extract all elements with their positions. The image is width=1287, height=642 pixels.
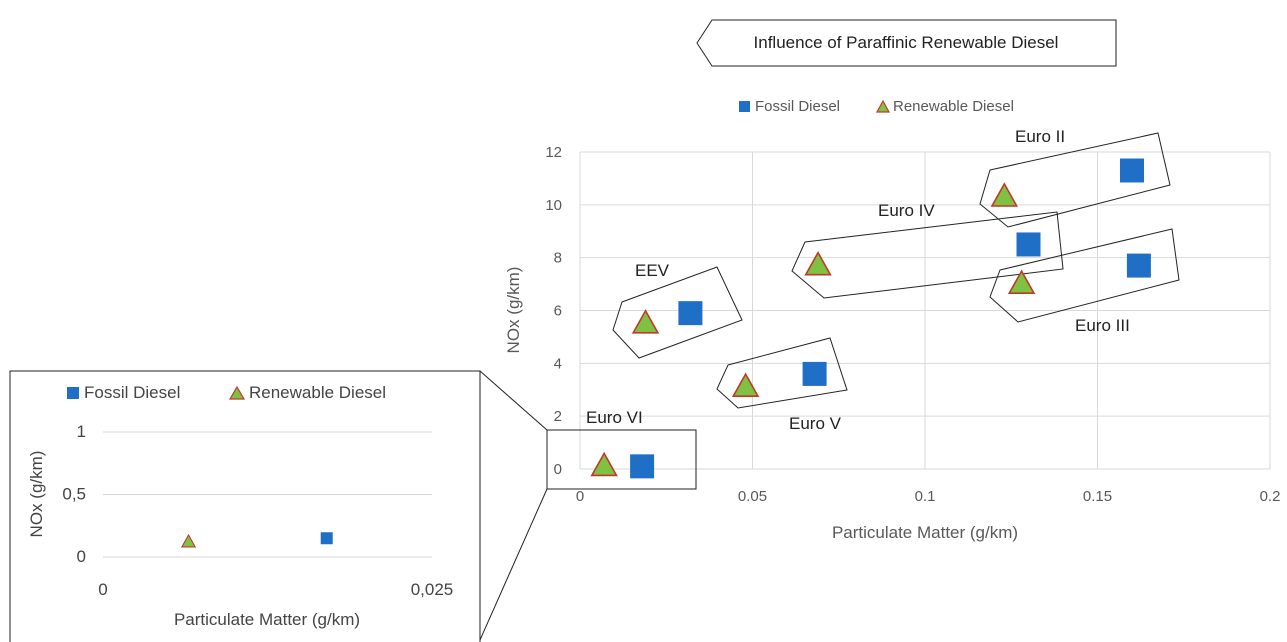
euro-vi-label: Euro VI — [586, 408, 643, 427]
fossil-diesel-point — [320, 532, 333, 545]
y-tick-label: 0 — [77, 547, 86, 566]
y-tick-label: 8 — [554, 250, 562, 267]
y-tick-label: 6 — [554, 303, 562, 320]
main-y-axis-title: NOx (g/km) — [504, 267, 523, 354]
euro-v-outline — [716, 337, 848, 409]
y-tick-label: 0,5 — [62, 485, 86, 504]
title-callout: Influence of Paraffinic Renewable Diesel — [696, 19, 1117, 67]
group-outlines — [546, 132, 1180, 490]
title-callout-shape — [696, 19, 1117, 67]
inset-legend: Fossil Diesel Renewable Diesel — [67, 383, 386, 402]
euro-iii-outline — [989, 228, 1180, 323]
y-tick-label: 1 — [77, 422, 86, 441]
main-data-points — [590, 158, 1151, 479]
euro-iv-label: Euro IV — [878, 201, 935, 220]
y-tick-label: 0 — [554, 461, 562, 478]
inset-gridlines — [103, 431, 432, 558]
y-tick-label: 2 — [554, 408, 562, 425]
x-tick-label: 0,025 — [411, 580, 454, 599]
euro-iv-outline — [791, 211, 1064, 299]
fossil-diesel-point — [802, 361, 827, 386]
inset-data-points — [180, 532, 333, 548]
inset-x-tick-labels: 0 0,025 — [98, 580, 453, 599]
eev-outline — [612, 266, 743, 359]
inset-legend-fossil-label: Fossil Diesel — [84, 383, 180, 402]
euro-v-label: Euro V — [789, 414, 842, 433]
legend-fossil-label: Fossil Diesel — [755, 98, 840, 115]
renewable-diesel-point — [180, 533, 197, 548]
y-tick-label: 10 — [545, 197, 562, 214]
main-x-tick-labels: 0 0.05 0.1 0.15 0.2 — [576, 488, 1281, 505]
euro-ii-label: Euro II — [1015, 127, 1065, 146]
fossil-diesel-point — [1120, 158, 1144, 183]
legend-renewable-label: Renewable Diesel — [893, 98, 1014, 115]
fossil-diesel-point — [630, 454, 655, 479]
zoom-connector-bottom — [479, 488, 548, 641]
euro-vi-outline — [546, 429, 697, 490]
y-tick-label: 12 — [545, 144, 562, 161]
fossil-diesel-point — [1016, 232, 1041, 257]
inset-y-axis-title: NOx (g/km) — [27, 451, 46, 538]
renewable-diesel-point — [1007, 269, 1036, 294]
fossil-diesel-point — [1126, 253, 1151, 278]
x-tick-label: 0.2 — [1260, 488, 1281, 505]
main-chart: 0 0.05 0.1 0.15 0.2 0 2 4 6 8 10 12 Fossil Diesel … — [504, 98, 1280, 542]
eev-label: EEV — [635, 261, 670, 280]
inset-legend-triangle-marker — [228, 385, 246, 400]
main-gridlines — [579, 151, 1271, 470]
main-legend: Fossil Diesel Renewable Diesel — [739, 98, 1014, 115]
renewable-diesel-point — [804, 250, 832, 276]
main-x-axis-title: Particulate Matter (g/km) — [832, 523, 1018, 542]
renewable-diesel-point — [590, 451, 618, 477]
fossil-diesel-point — [678, 301, 703, 326]
inset-x-axis-title: Particulate Matter (g/km) — [174, 610, 360, 629]
renewable-diesel-point — [731, 372, 760, 398]
inset-y-tick-labels: 00,51 — [62, 422, 86, 566]
zoom-connector-lines — [479, 370, 548, 641]
main-y-tick-labels: 0 2 4 6 8 10 12 — [545, 144, 562, 478]
inset-frame — [9, 370, 481, 642]
group-labels: Euro II Euro IV Euro III EEV Euro V Euro… — [586, 127, 1130, 433]
x-tick-label: 0.15 — [1083, 488, 1112, 505]
x-tick-label: 0.1 — [915, 488, 936, 505]
euro-iii-label: Euro III — [1075, 316, 1130, 335]
inset-legend-renewable-label: Renewable Diesel — [249, 383, 386, 402]
euro-ii-outline — [979, 132, 1171, 228]
y-tick-label: 4 — [554, 355, 562, 372]
x-tick-label: 0 — [576, 488, 584, 505]
zoom-connector-top — [479, 370, 548, 431]
legend-square-marker — [739, 101, 750, 112]
x-tick-label: 0.05 — [738, 488, 767, 505]
inset-chart: 0 0,025 00,51 Fossil Diesel Renewable Die… — [9, 370, 481, 642]
legend-triangle-marker — [875, 99, 891, 113]
chart-title: Influence of Paraffinic Renewable Diesel — [754, 33, 1059, 52]
renewable-diesel-point — [631, 309, 660, 334]
x-tick-label: 0 — [98, 580, 107, 599]
renewable-diesel-point — [990, 182, 1019, 207]
inset-legend-square-marker — [67, 387, 79, 399]
